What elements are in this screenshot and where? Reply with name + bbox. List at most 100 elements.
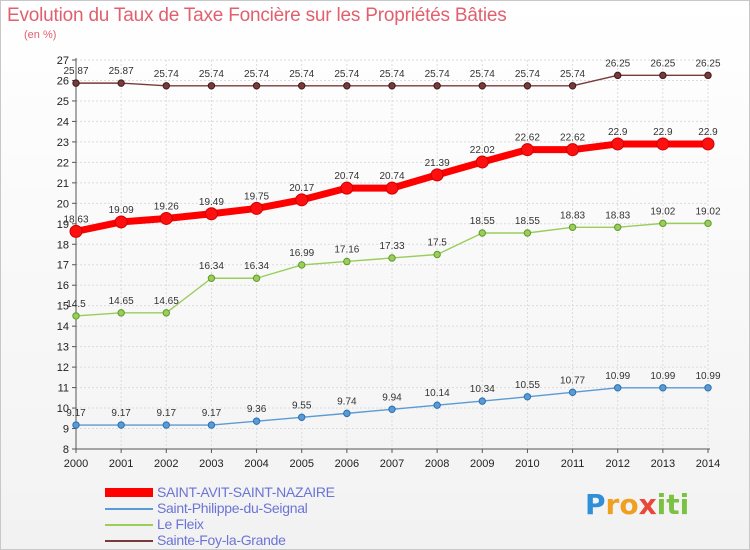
data-point[interactable] [72,421,80,429]
data-point[interactable] [388,82,396,90]
data-label: 25.74 [515,69,540,80]
legend-label: Sainte-Foy-la-Grande [157,532,286,548]
data-label: 22.62 [560,133,585,144]
data-point[interactable] [701,137,715,151]
data-point[interactable] [656,137,670,151]
data-label: 17.33 [379,241,404,252]
data-label: 25.74 [289,69,314,80]
y-tick-label: 16 [57,280,69,292]
x-tick-label: 2000 [64,458,88,470]
data-point[interactable] [343,409,351,418]
data-label: 25.74 [560,69,585,80]
data-point[interactable] [523,82,532,90]
data-point[interactable] [340,181,354,195]
x-tick-label: 2006 [335,458,359,470]
data-point[interactable] [117,421,125,429]
data-label: 18.83 [560,210,585,221]
data-label: 16.99 [289,248,314,259]
data-point[interactable] [385,181,399,195]
data-point[interactable] [162,421,170,429]
y-tick-label: 9 [63,424,69,436]
x-tick-label: 2008 [425,458,449,470]
data-label: 9.17 [202,408,222,419]
data-point[interactable] [614,384,622,392]
data-point[interactable] [478,397,486,405]
data-label: 10.99 [605,371,630,382]
data-point[interactable] [343,257,351,266]
data-point[interactable] [72,312,80,320]
data-point[interactable] [117,309,125,317]
data-point[interactable] [114,215,128,229]
data-point[interactable] [523,393,532,401]
data-point[interactable] [207,274,216,282]
y-tick-label: 18 [57,239,69,251]
data-point[interactable] [162,309,170,317]
data-label: 25.74 [334,69,359,80]
data-point[interactable] [568,82,577,90]
data-point[interactable] [388,254,396,262]
data-label: 21.39 [425,158,450,169]
data-point[interactable] [295,193,309,207]
data-point[interactable] [162,82,170,90]
x-tick-label: 2001 [109,458,133,470]
data-point[interactable] [475,155,489,169]
data-point[interactable] [204,207,218,221]
data-point[interactable] [523,229,532,237]
legend-swatch [105,524,153,526]
data-point[interactable] [72,79,80,87]
data-point[interactable] [433,401,441,409]
data-label: 10.77 [560,375,585,386]
data-label: 18.83 [605,210,630,221]
data-point[interactable] [520,143,534,157]
data-point[interactable] [252,417,261,425]
data-label: 9.94 [382,392,402,403]
data-point[interactable] [611,137,625,151]
data-label: 25.74 [199,69,224,80]
data-point[interactable] [704,384,712,392]
data-point[interactable] [159,211,173,225]
data-label: 22.9 [698,127,718,138]
data-point[interactable] [117,79,125,87]
data-point[interactable] [704,219,712,228]
data-point[interactable] [430,168,444,182]
data-point[interactable] [659,384,667,392]
data-point[interactable] [433,250,441,259]
data-point[interactable] [659,71,667,80]
data-point[interactable] [298,82,306,90]
data-point[interactable] [659,219,667,228]
data-point[interactable] [478,229,486,237]
data-point[interactable] [69,224,83,238]
data-point[interactable] [250,201,264,215]
data-point[interactable] [614,223,622,231]
data-point[interactable] [478,82,486,90]
y-tick-label: 25 [57,96,69,108]
data-label: 9.74 [337,396,357,407]
y-tick-label: 26 [57,75,69,87]
data-label: 22.02 [470,145,495,156]
legend-swatch [105,540,153,542]
data-point[interactable] [207,421,216,429]
data-label: 9.17 [111,408,131,419]
data-point[interactable] [566,143,580,157]
data-label: 25.74 [470,69,495,80]
data-label: 18.63 [63,214,88,225]
data-point[interactable] [343,82,351,90]
data-point[interactable] [568,388,577,396]
series-layer [69,71,715,429]
data-point[interactable] [568,223,577,231]
data-point[interactable] [252,274,261,282]
chart-title: Evolution du Taux de Taxe Foncière sur l… [7,5,507,26]
data-label: 16.34 [244,261,269,272]
data-label: 10.99 [695,371,720,382]
data-point[interactable] [252,82,261,90]
legend-swatch [105,488,153,497]
data-label: 22.9 [608,127,628,138]
data-point[interactable] [704,71,712,80]
data-point[interactable] [207,82,216,90]
data-point[interactable] [298,413,306,421]
data-point[interactable] [433,82,441,90]
x-tick-label: 2011 [561,458,585,470]
data-point[interactable] [614,71,622,80]
data-point[interactable] [298,261,306,269]
data-point[interactable] [388,405,396,413]
